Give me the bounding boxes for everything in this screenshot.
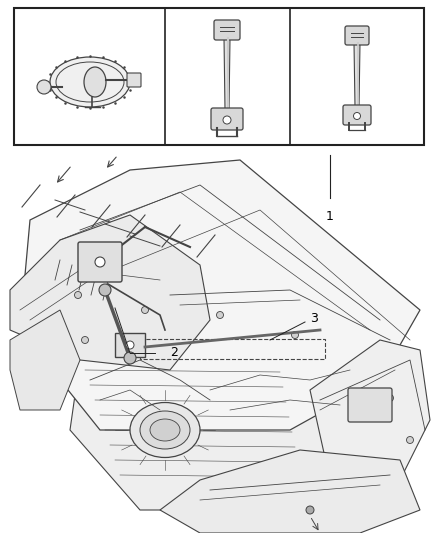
Circle shape — [95, 257, 105, 267]
Ellipse shape — [50, 57, 130, 107]
FancyBboxPatch shape — [211, 108, 243, 130]
Circle shape — [124, 352, 136, 364]
Polygon shape — [160, 450, 420, 533]
FancyBboxPatch shape — [214, 20, 240, 40]
Circle shape — [126, 341, 134, 349]
FancyBboxPatch shape — [78, 242, 122, 282]
Circle shape — [353, 112, 360, 119]
Circle shape — [292, 332, 299, 338]
Polygon shape — [354, 43, 360, 107]
Circle shape — [306, 506, 314, 514]
Polygon shape — [310, 340, 430, 480]
FancyBboxPatch shape — [127, 73, 141, 87]
Circle shape — [99, 284, 111, 296]
Text: 1: 1 — [326, 210, 334, 223]
Circle shape — [406, 437, 413, 443]
Text: 2: 2 — [170, 345, 178, 359]
Ellipse shape — [130, 402, 200, 457]
Polygon shape — [10, 215, 210, 370]
FancyBboxPatch shape — [348, 388, 392, 422]
Polygon shape — [20, 160, 420, 430]
Circle shape — [92, 246, 99, 254]
Polygon shape — [10, 310, 80, 410]
Circle shape — [223, 116, 231, 124]
Circle shape — [216, 311, 223, 319]
Circle shape — [386, 394, 393, 401]
FancyBboxPatch shape — [115, 333, 145, 357]
Text: 3: 3 — [310, 311, 318, 325]
Polygon shape — [224, 38, 230, 110]
Circle shape — [141, 306, 148, 313]
Circle shape — [37, 80, 51, 94]
FancyBboxPatch shape — [343, 105, 371, 125]
Ellipse shape — [150, 419, 180, 441]
Ellipse shape — [84, 67, 106, 97]
Polygon shape — [70, 300, 400, 510]
Ellipse shape — [140, 411, 190, 449]
Circle shape — [81, 336, 88, 343]
FancyBboxPatch shape — [345, 26, 369, 45]
Circle shape — [74, 292, 81, 298]
